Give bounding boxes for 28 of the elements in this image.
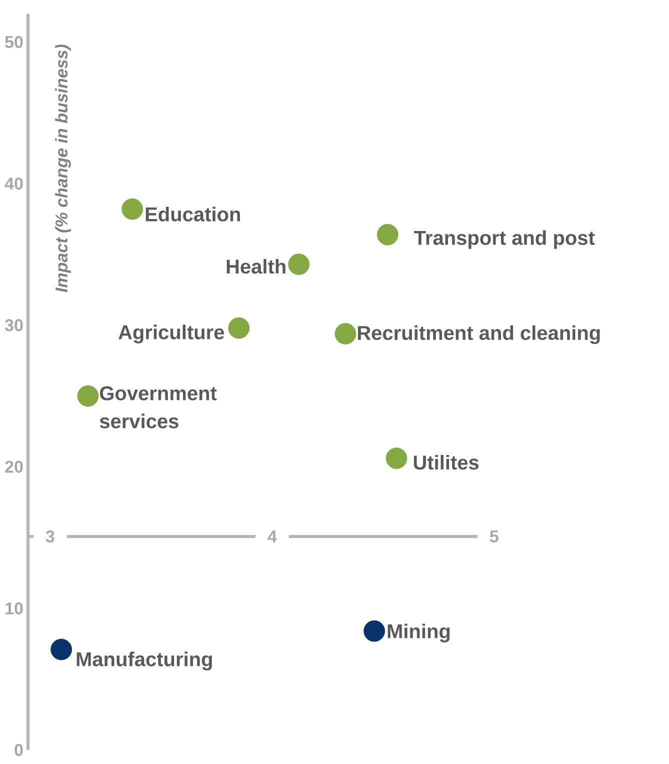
annotation: Mining xyxy=(388,624,450,642)
y-axis-title: Impact (% change in business) xyxy=(55,44,71,292)
annotation: Government services xyxy=(100,386,217,428)
point xyxy=(122,198,144,220)
point xyxy=(386,448,408,469)
y-tick-label: 30 xyxy=(4,319,23,332)
annotation: Utilites xyxy=(414,454,479,470)
point xyxy=(364,620,386,642)
annotation: Health xyxy=(226,258,286,274)
y-tick-label: 40 xyxy=(4,178,23,190)
annotation: Transport and post xyxy=(414,230,595,249)
annotation: Agriculture xyxy=(118,324,224,344)
annotation: Education xyxy=(146,206,240,222)
x-tick-label: 3 xyxy=(46,530,54,542)
point xyxy=(376,224,398,246)
point xyxy=(334,323,356,344)
annotation: Manufacturing xyxy=(76,652,212,670)
x-tick-label: 4 xyxy=(268,530,277,542)
point xyxy=(77,385,99,407)
point xyxy=(50,638,72,660)
point xyxy=(288,254,310,276)
y-tick-label: 0 xyxy=(14,744,23,756)
x-tick-label: 5 xyxy=(490,530,498,542)
annotation: Recruitment and cleaning xyxy=(358,325,600,344)
y-tick-label: 10 xyxy=(6,602,23,614)
y-tick-label: 20 xyxy=(5,460,23,473)
y-tick-label: 50 xyxy=(5,36,23,48)
point xyxy=(228,317,250,339)
